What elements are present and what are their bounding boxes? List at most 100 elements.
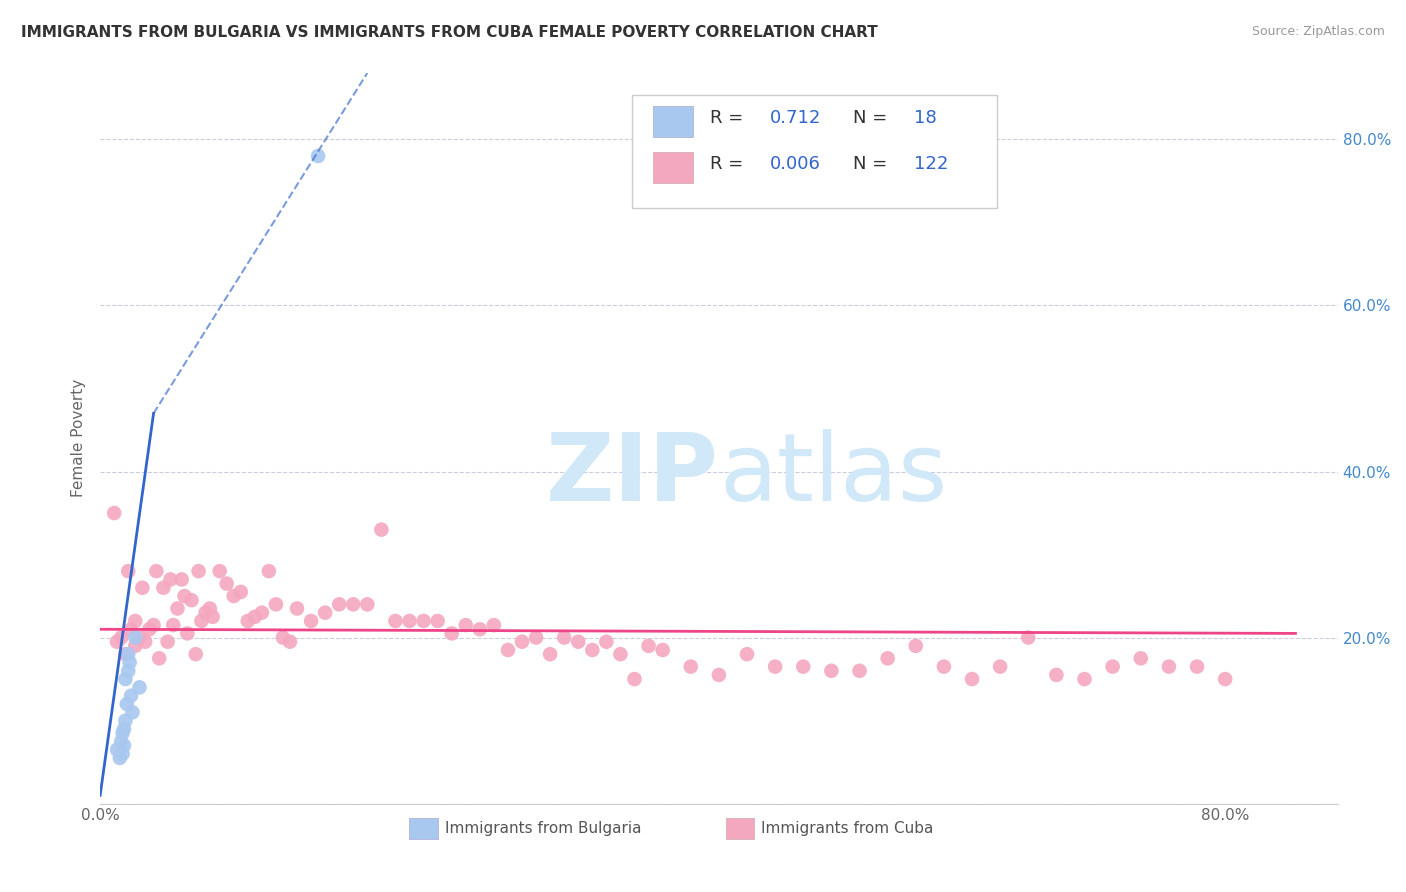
- Point: [412, 614, 434, 628]
- Point: [1157, 659, 1180, 673]
- Point: [187, 564, 209, 578]
- Point: [117, 564, 139, 578]
- Point: [180, 593, 202, 607]
- Point: [173, 589, 195, 603]
- Point: [623, 672, 645, 686]
- Point: [356, 598, 378, 612]
- Text: R =: R =: [710, 155, 749, 173]
- Point: [285, 601, 308, 615]
- Point: [595, 634, 617, 648]
- Point: [1213, 672, 1236, 686]
- Point: [184, 647, 207, 661]
- Point: [1073, 672, 1095, 686]
- Point: [538, 647, 561, 661]
- Point: [142, 618, 165, 632]
- Point: [112, 722, 135, 736]
- Point: [194, 606, 217, 620]
- Point: [468, 622, 491, 636]
- Point: [763, 659, 786, 673]
- Point: [342, 598, 364, 612]
- Text: atlas: atlas: [718, 429, 948, 521]
- Point: [510, 634, 533, 648]
- Point: [278, 634, 301, 648]
- Point: [651, 643, 673, 657]
- FancyBboxPatch shape: [654, 152, 693, 183]
- Point: [108, 751, 131, 765]
- Text: Immigrants from Bulgaria: Immigrants from Bulgaria: [444, 822, 641, 836]
- Text: 18: 18: [914, 109, 938, 127]
- Point: [257, 564, 280, 578]
- Point: [198, 601, 221, 615]
- Point: [114, 714, 136, 728]
- Point: [932, 659, 955, 673]
- Point: [115, 697, 138, 711]
- Point: [110, 631, 132, 645]
- Point: [496, 643, 519, 657]
- Point: [328, 598, 350, 612]
- Point: [148, 651, 170, 665]
- Point: [1045, 668, 1067, 682]
- Point: [243, 609, 266, 624]
- Point: [482, 618, 505, 632]
- Point: [792, 659, 814, 673]
- Text: Immigrants from Cuba: Immigrants from Cuba: [761, 822, 934, 836]
- Point: [524, 631, 547, 645]
- Point: [120, 689, 142, 703]
- Point: [117, 647, 139, 661]
- Text: R =: R =: [710, 109, 749, 127]
- Text: N =: N =: [852, 155, 893, 173]
- Point: [440, 626, 463, 640]
- Point: [110, 734, 132, 748]
- Point: [162, 618, 184, 632]
- Point: [114, 672, 136, 686]
- Point: [170, 573, 193, 587]
- Point: [581, 643, 603, 657]
- Point: [988, 659, 1011, 673]
- Point: [679, 659, 702, 673]
- Point: [398, 614, 420, 628]
- Point: [105, 634, 128, 648]
- Point: [121, 706, 143, 720]
- Point: [124, 614, 146, 628]
- Point: [128, 631, 150, 645]
- Point: [553, 631, 575, 645]
- Text: Source: ZipAtlas.com: Source: ZipAtlas.com: [1251, 25, 1385, 38]
- Point: [128, 681, 150, 695]
- Point: [426, 614, 449, 628]
- Point: [384, 614, 406, 628]
- Point: [229, 585, 252, 599]
- Point: [960, 672, 983, 686]
- Point: [118, 656, 141, 670]
- Point: [848, 664, 870, 678]
- Point: [190, 614, 212, 628]
- Point: [111, 747, 134, 761]
- Point: [1101, 659, 1123, 673]
- Point: [1185, 659, 1208, 673]
- Point: [271, 631, 294, 645]
- Point: [117, 664, 139, 678]
- Text: IMMIGRANTS FROM BULGARIA VS IMMIGRANTS FROM CUBA FEMALE POVERTY CORRELATION CHAR: IMMIGRANTS FROM BULGARIA VS IMMIGRANTS F…: [21, 25, 877, 40]
- Point: [152, 581, 174, 595]
- Text: 0.006: 0.006: [769, 155, 821, 173]
- Point: [1017, 631, 1039, 645]
- Point: [208, 564, 231, 578]
- Point: [112, 739, 135, 753]
- Point: [707, 668, 730, 682]
- Point: [250, 606, 273, 620]
- FancyBboxPatch shape: [633, 95, 997, 208]
- Point: [264, 598, 287, 612]
- FancyBboxPatch shape: [654, 106, 693, 136]
- Text: 0.712: 0.712: [769, 109, 821, 127]
- Point: [637, 639, 659, 653]
- Point: [134, 634, 156, 648]
- Point: [314, 606, 336, 620]
- Point: [370, 523, 392, 537]
- Point: [156, 634, 179, 648]
- Y-axis label: Female Poverty: Female Poverty: [72, 379, 86, 498]
- Point: [105, 742, 128, 756]
- Point: [454, 618, 477, 632]
- Point: [176, 626, 198, 640]
- Point: [145, 564, 167, 578]
- Text: N =: N =: [852, 109, 893, 127]
- Point: [222, 589, 245, 603]
